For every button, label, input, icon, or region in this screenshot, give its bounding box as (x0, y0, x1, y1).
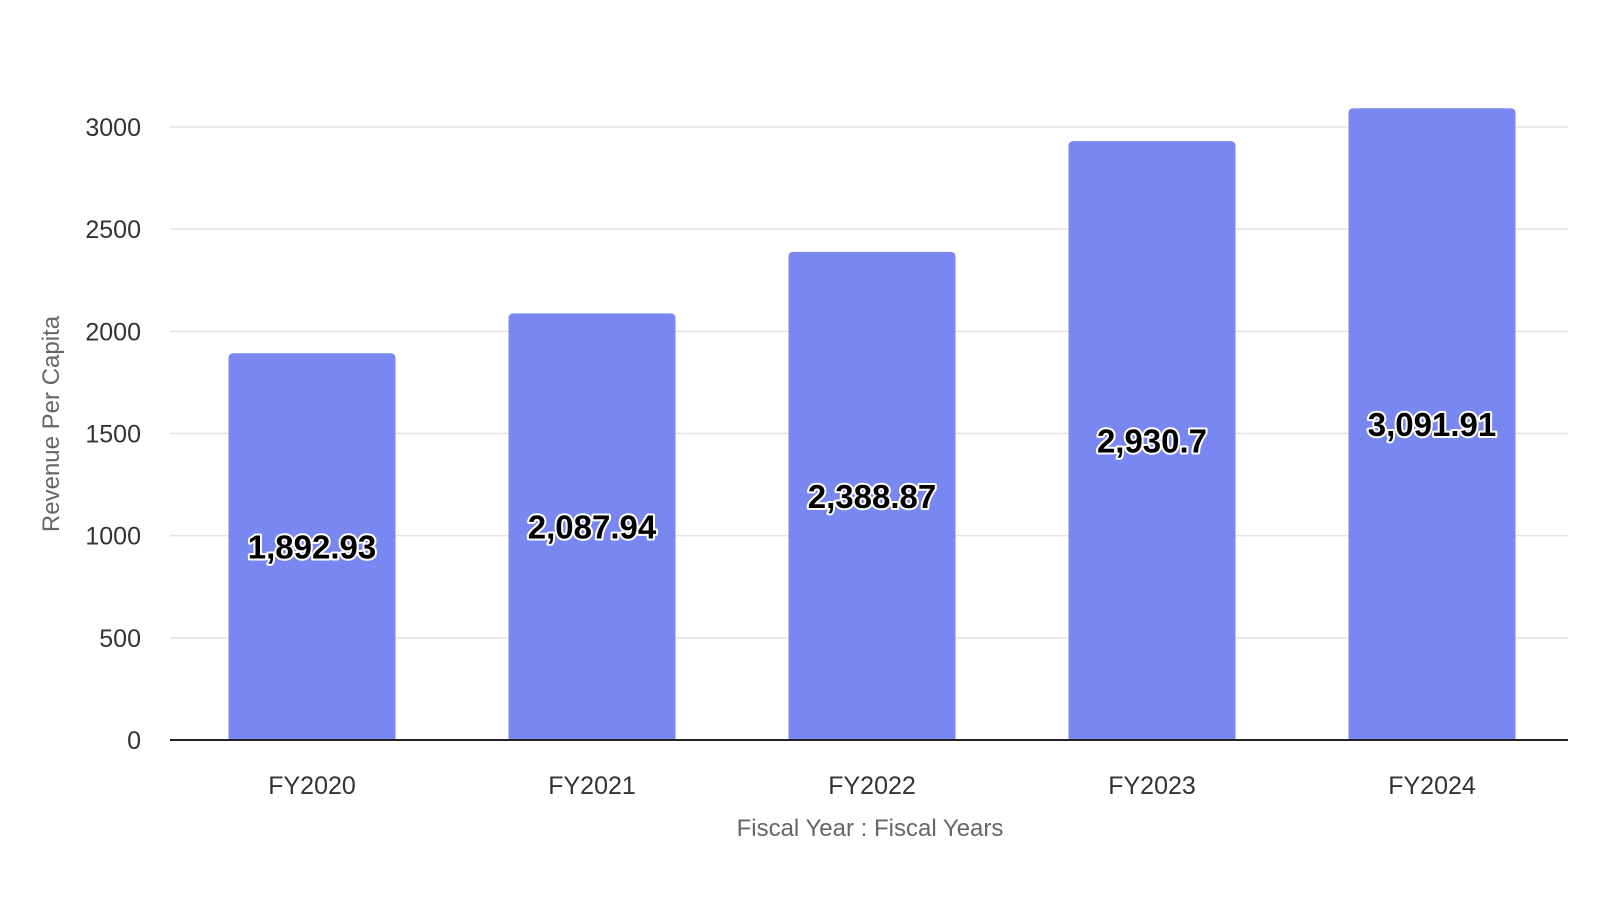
bar-FY2023 (1068, 141, 1236, 741)
x-axis-title: Fiscal Year : Fiscal Years (737, 815, 1004, 842)
x-tick-label-FY2022: FY2022 (828, 772, 916, 800)
x-tick-label-FY2021: FY2021 (548, 772, 636, 800)
data-label-FY2023: 2,930.7 (1097, 423, 1207, 460)
bar-FY2021 (508, 313, 676, 740)
data-label-FY2022: 2,388.87 (808, 478, 936, 515)
y-tick-label-3000: 3000 (85, 114, 141, 142)
data-labels: 1,892.93 2,087.94 2,388.87 2,930.7 3,091.91 (246, 404, 1498, 567)
y-tick-label-1000: 1000 (85, 523, 141, 551)
x-tick-label-FY2020: FY2020 (268, 772, 356, 800)
y-axis-title: Revenue Per Capita (38, 315, 65, 532)
bar-FY2022 (788, 251, 956, 740)
x-axis-ticks: FY2020 FY2021 FY2022 FY2023 FY2024 (268, 772, 1476, 800)
data-label-FY2024: 3,091.91 (1368, 406, 1496, 443)
x-tick-label-FY2023: FY2023 (1108, 772, 1196, 800)
x-tick-label-FY2024: FY2024 (1388, 772, 1476, 800)
data-label-FY2020: 1,892.93 (248, 529, 376, 566)
y-tick-label-1500: 1500 (85, 421, 141, 449)
bars (228, 108, 1516, 741)
bar-FY2020 (228, 353, 396, 740)
y-tick-label-0: 0 (127, 727, 141, 755)
data-label-FY2021: 2,087.94 (528, 509, 657, 546)
y-tick-label-2000: 2000 (85, 318, 141, 346)
y-tick-label-2500: 2500 (85, 216, 141, 244)
y-axis-ticks: 0 500 1000 1500 2000 2500 3000 (85, 114, 141, 755)
y-tick-label-500: 500 (99, 625, 141, 653)
bar-FY2024 (1348, 108, 1516, 740)
